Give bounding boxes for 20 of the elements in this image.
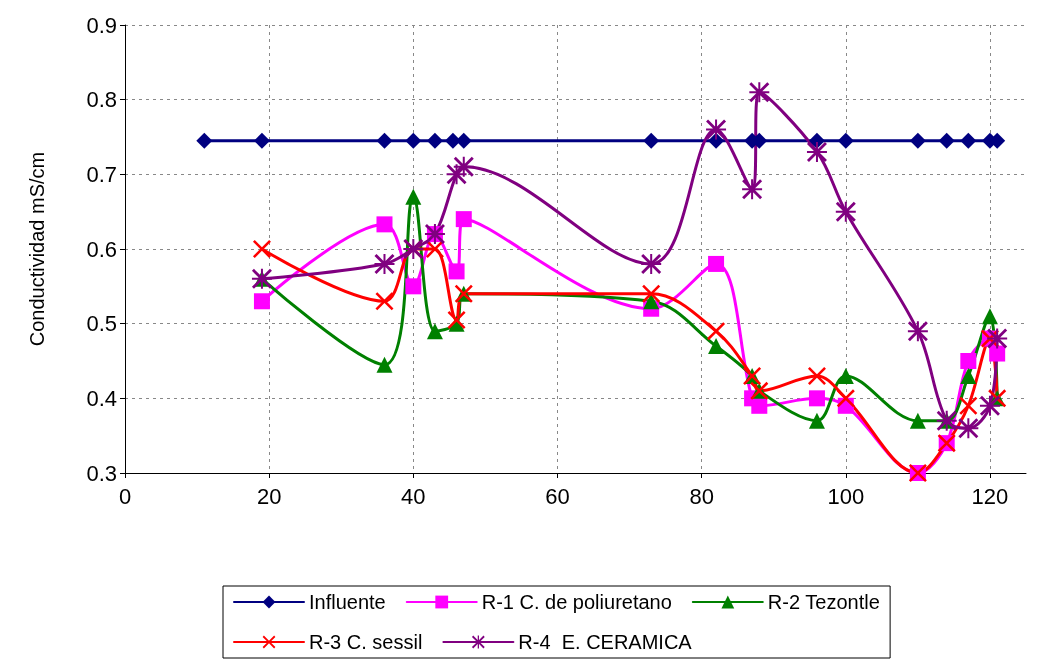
legend-label: R-2 Tezontle	[767, 591, 880, 613]
y-tick-label: 0.9	[86, 12, 117, 38]
x-tick-label: 100	[827, 483, 865, 509]
y-tick-label: 0.5	[86, 311, 117, 337]
x-tick-label: 40	[401, 483, 426, 509]
y-tick-label: 0.6	[86, 236, 117, 262]
x-tick-label: 80	[689, 483, 714, 509]
legend-label: R-1 C. de poliuretano	[481, 591, 672, 613]
x-tick-label: 0	[118, 483, 132, 509]
legend-label: R-3 C. sessil	[309, 631, 423, 653]
x-tick-label: 60	[545, 483, 570, 509]
legend-label: Influente	[309, 591, 386, 613]
x-tick-label: 20	[256, 483, 282, 509]
x-tick-label: 120	[971, 483, 1009, 509]
y-axis-title: Conductividad mS/cm	[26, 151, 48, 347]
y-tick-label: 0.3	[86, 460, 117, 486]
y-tick-label: 0.4	[86, 385, 117, 411]
legend-label: R-4 E. CERAMICA	[518, 631, 693, 653]
y-tick-label: 0.7	[86, 161, 117, 187]
y-tick-label: 0.8	[86, 87, 117, 113]
